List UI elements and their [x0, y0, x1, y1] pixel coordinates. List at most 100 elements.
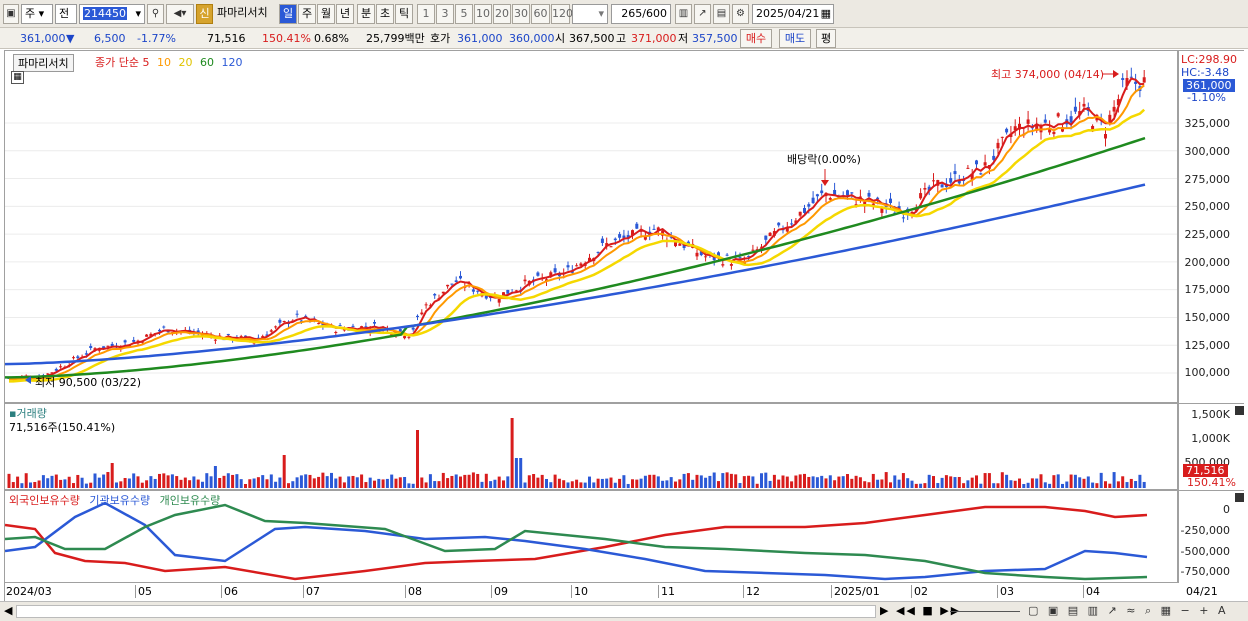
volume-bar — [811, 476, 815, 488]
interval-5[interactable]: 5 — [455, 4, 473, 24]
period-minute[interactable]: 분 — [357, 4, 375, 24]
sell-button[interactable]: 매도 — [779, 29, 811, 48]
candle-body — [1069, 116, 1073, 123]
volume-bar — [631, 479, 634, 488]
candle-body — [919, 193, 923, 199]
volume-bar — [824, 478, 828, 488]
volume-bar — [312, 478, 316, 488]
volume-bar — [510, 418, 514, 488]
candle-body — [613, 238, 617, 241]
volume-bar — [420, 477, 424, 488]
interval-10[interactable]: 10 — [474, 4, 492, 24]
buy-button[interactable]: 매수 — [740, 29, 772, 48]
candle-body — [846, 190, 849, 196]
gear-icon[interactable]: ⚙ — [732, 4, 749, 24]
volume-bar — [790, 481, 794, 488]
pane-close-icon[interactable] — [1235, 493, 1244, 502]
candle-body — [1035, 125, 1039, 131]
candle-body — [441, 291, 445, 294]
volume-bar — [1112, 472, 1116, 488]
volume-bar — [592, 482, 596, 488]
candle-body — [992, 155, 996, 160]
tool-icons[interactable]: ▢ ▣ ▤ ▥ ↗ ≈ ⌕ ▦ − + A — [1028, 604, 1229, 617]
volume-bar — [201, 481, 204, 488]
volume-chart[interactable]: ▪거래량 71,516주(150.41%) — [4, 403, 1178, 490]
volume-bar — [678, 479, 682, 488]
speaker-icon[interactable]: ◀▾ — [166, 4, 194, 24]
volume-bar — [1142, 481, 1146, 488]
period-tick[interactable]: 틱 — [395, 4, 413, 24]
volume-bar — [820, 475, 824, 488]
bottom-bar: ◀ ▶ ◀◀ ■ ▶▶ ▢ ▣ ▤ ▥ ↗ ≈ ⌕ ▦ − + A — [0, 601, 1248, 621]
volume-bar — [957, 476, 961, 488]
draw-icon[interactable]: ↗ — [694, 4, 711, 24]
candle-body — [1005, 128, 1009, 133]
date-input[interactable]: 2025/04/21 ▦ — [752, 4, 834, 24]
volume-bar — [1099, 472, 1103, 488]
candle-body — [579, 263, 583, 266]
playback-controls[interactable]: ▶ ◀◀ ■ ▶▶ — [880, 604, 962, 617]
interval-60[interactable]: 60 — [531, 4, 550, 24]
volume-bar — [923, 483, 927, 488]
pane-close-icon[interactable] — [1235, 406, 1244, 415]
x-label: 2024/03 — [6, 585, 52, 598]
period-week[interactable]: 주 — [298, 4, 316, 24]
candle-body — [89, 346, 93, 349]
interval-custom-select[interactable]: ▾ — [572, 4, 608, 24]
y-tick: 250,000 — [1184, 200, 1231, 213]
candle-icon[interactable]: ▥ — [675, 4, 692, 24]
save-icon[interactable]: ▤ — [713, 4, 730, 24]
volume-bar — [975, 475, 978, 488]
market-select[interactable]: 주 ▾ — [21, 4, 53, 24]
interval-120[interactable]: 120 — [551, 4, 573, 24]
volume-bar — [725, 472, 729, 488]
candle-body — [798, 211, 802, 216]
candle-body — [820, 190, 824, 194]
candle-body — [725, 254, 729, 256]
code-input[interactable]: 214450 ▾ — [79, 4, 145, 24]
window-icon[interactable]: ▣ — [3, 4, 19, 24]
candle-body — [1134, 81, 1138, 84]
candle-body — [261, 336, 265, 338]
interval-30[interactable]: 30 — [512, 4, 530, 24]
volume-bar — [970, 477, 974, 488]
low-label: 저 — [678, 32, 689, 45]
volume-bar — [532, 474, 536, 488]
volume-bar — [863, 481, 867, 488]
volume-bar — [394, 478, 398, 488]
prev-button[interactable]: 전 — [55, 4, 77, 24]
interval-20[interactable]: 20 — [493, 4, 511, 24]
scroll-left-icon[interactable]: ◀ — [4, 604, 13, 617]
price-chart[interactable]: 파마리서치 종가 단순 5 10 20 60 120 ▦ 최고 374,000 … — [4, 50, 1178, 403]
period-day[interactable]: 일 — [279, 4, 297, 24]
grid-icon[interactable]: ▦ — [11, 71, 24, 84]
volume-bar — [407, 483, 411, 488]
interval-1[interactable]: 1 — [417, 4, 435, 24]
search-icon[interactable]: ⚲ — [147, 4, 164, 24]
y-tick: 225,000 — [1184, 228, 1231, 241]
volume-bar — [188, 480, 192, 488]
volume-bar — [1065, 481, 1069, 488]
x-last-label: 04/21 — [1186, 585, 1218, 598]
zoom-slider[interactable] — [950, 611, 1020, 612]
period-month[interactable]: 월 — [317, 4, 335, 24]
count-input[interactable]: 265/600 — [611, 4, 671, 24]
volume-bar — [562, 480, 566, 488]
candle-body — [76, 356, 80, 359]
candle-body — [949, 178, 953, 183]
volume-bar — [132, 473, 136, 488]
down-arrow-icon: ▼ — [66, 32, 75, 45]
candle-body — [803, 207, 806, 213]
volume-bar — [274, 481, 278, 488]
candle-body — [106, 345, 110, 347]
holding-chart[interactable]: 외국인보유수량 기관보유수량 개인보유수량 — [4, 490, 1178, 583]
interval-3[interactable]: 3 — [436, 4, 454, 24]
period-year[interactable]: 년 — [336, 4, 354, 24]
volume-bar — [897, 479, 901, 488]
volume-bar — [437, 481, 441, 488]
eval-button[interactable]: 평 — [816, 29, 836, 48]
volume-bar — [106, 472, 110, 488]
volume-bar — [979, 483, 983, 488]
period-second[interactable]: 초 — [376, 4, 394, 24]
scrollbar-track[interactable] — [16, 605, 876, 618]
